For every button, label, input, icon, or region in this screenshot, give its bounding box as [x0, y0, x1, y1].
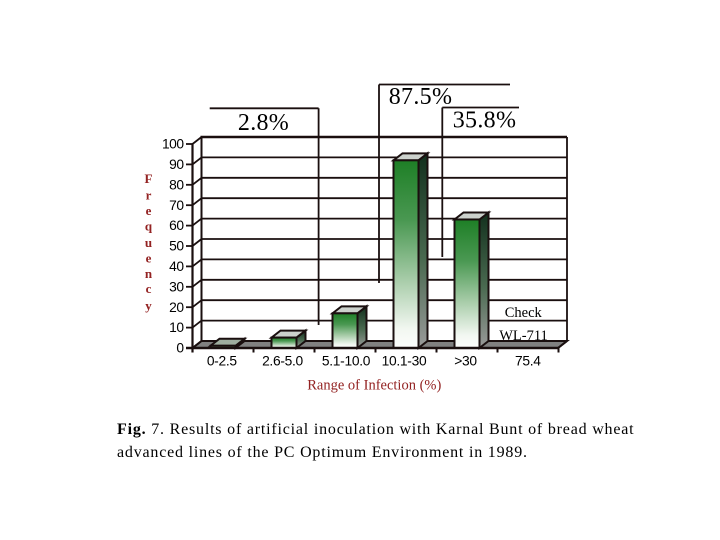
- svg-text:u: u: [145, 235, 152, 250]
- svg-text:50: 50: [169, 239, 184, 254]
- svg-text:n: n: [145, 266, 153, 281]
- svg-text:70: 70: [169, 198, 184, 213]
- svg-text:0: 0: [176, 341, 184, 356]
- svg-text:e: e: [146, 203, 152, 218]
- svg-text:60: 60: [169, 218, 184, 233]
- svg-text:q: q: [145, 218, 153, 233]
- svg-text:>30: >30: [454, 354, 477, 369]
- svg-text:20: 20: [169, 300, 184, 315]
- svg-text:2.6-5.0: 2.6-5.0: [262, 354, 303, 369]
- svg-text:Range of Infection (%): Range of Infection (%): [307, 378, 441, 394]
- svg-text:75.4: 75.4: [515, 354, 541, 369]
- svg-text:35.8%: 35.8%: [453, 108, 517, 134]
- svg-text:10: 10: [169, 320, 184, 335]
- svg-text:c: c: [146, 281, 152, 296]
- svg-text:F: F: [145, 171, 153, 186]
- svg-text:90: 90: [169, 157, 184, 172]
- svg-text:100: 100: [162, 137, 184, 152]
- svg-text:r: r: [146, 188, 152, 203]
- svg-text:y: y: [145, 298, 152, 313]
- svg-text:40: 40: [169, 259, 184, 274]
- svg-text:87.5%: 87.5%: [389, 84, 453, 110]
- svg-text:WL-711: WL-711: [499, 328, 548, 344]
- svg-text:30: 30: [169, 279, 184, 294]
- svg-text:2.8%: 2.8%: [238, 110, 289, 136]
- svg-text:Check: Check: [505, 305, 543, 321]
- svg-text:e: e: [146, 251, 152, 266]
- svg-text:80: 80: [169, 177, 184, 192]
- svg-text:5.1-10.0: 5.1-10.0: [322, 354, 371, 369]
- svg-text:10.1-30: 10.1-30: [382, 354, 427, 369]
- svg-text:0-2.5: 0-2.5: [207, 354, 238, 369]
